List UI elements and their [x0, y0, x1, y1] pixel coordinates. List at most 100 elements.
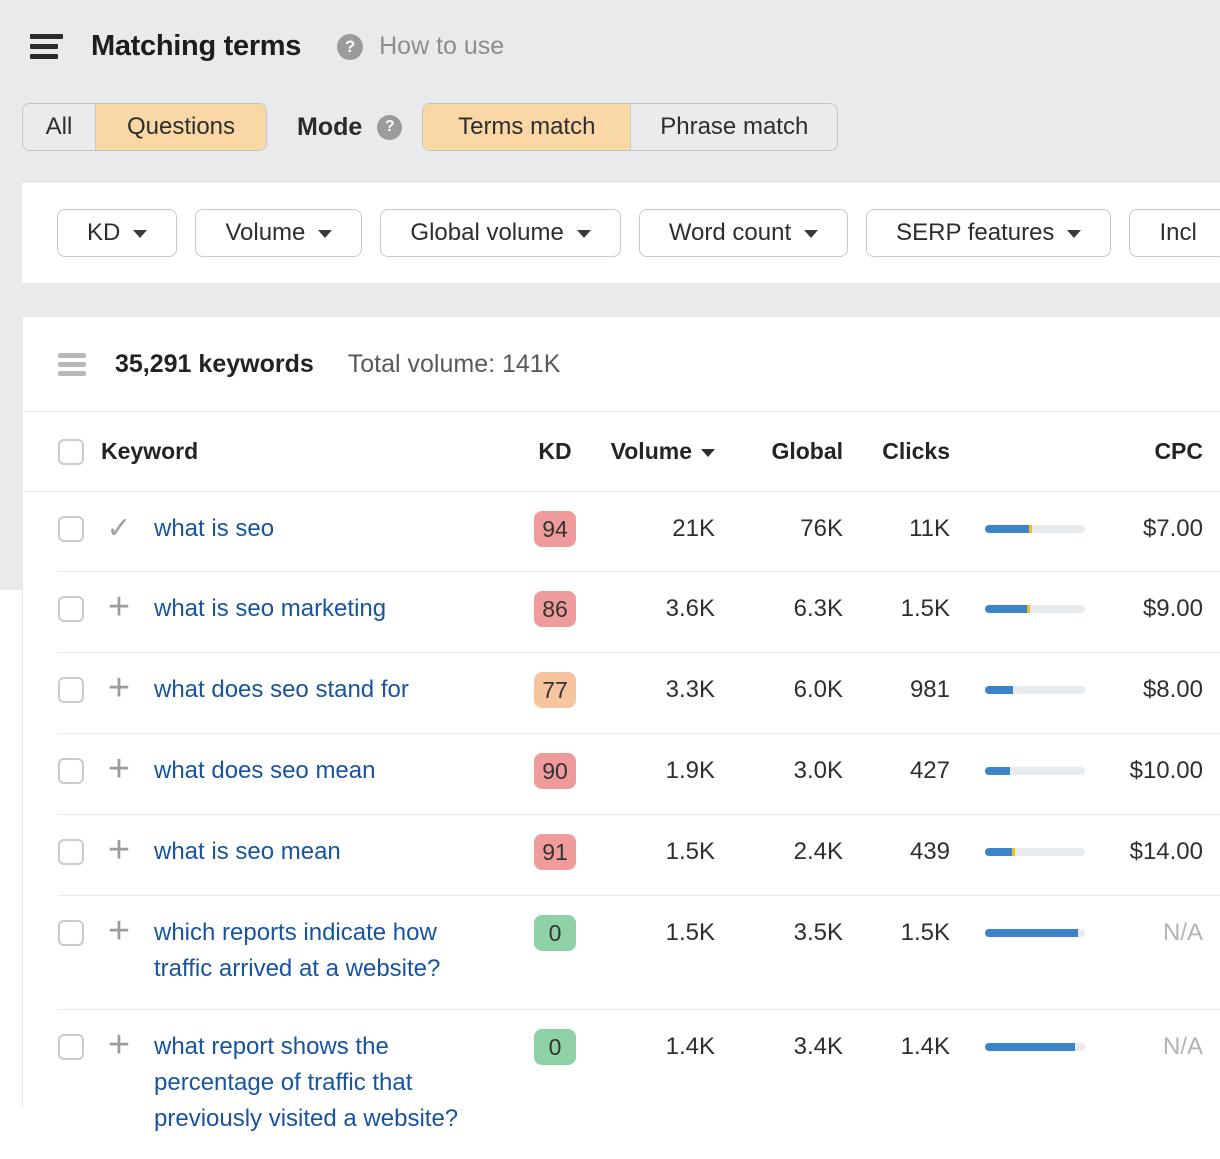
volume-value: 1.9K — [665, 757, 715, 784]
list-menu-icon[interactable] — [58, 352, 86, 376]
keyword-link[interactable]: what is seo marketing — [154, 595, 387, 622]
global-volume-value: 76K — [800, 515, 843, 542]
kd-badge: 0 — [534, 1029, 576, 1065]
clicks-value: 439 — [909, 838, 950, 865]
kd-cell: 91 — [534, 834, 576, 870]
clicks-bar-secondary-fill — [1012, 848, 1015, 856]
filter-serp-features[interactable]: SERP features — [866, 209, 1112, 257]
cpc-value: $7.00 — [1142, 515, 1203, 542]
volume-value: 1.5K — [665, 919, 715, 946]
global-volume-value: 6.0K — [793, 676, 843, 703]
keyword-link[interactable]: what does seo mean — [154, 757, 376, 784]
cpc-value: N/A — [1162, 919, 1203, 946]
global-volume-value: 3.4K — [793, 1033, 843, 1060]
keyword-link[interactable]: what does seo stand for — [154, 676, 409, 703]
column-header-volume[interactable]: Volume — [611, 438, 715, 465]
clicks-bar-cell — [985, 915, 1085, 937]
clicks-bar-fill — [985, 929, 1078, 937]
global-volume-value: 3.5K — [793, 919, 843, 946]
plus-icon[interactable]: + — [107, 829, 131, 871]
row-checkbox[interactable] — [58, 920, 84, 946]
global-volume-value: 6.3K — [793, 595, 843, 622]
column-header-kd[interactable]: KD — [538, 438, 572, 464]
clicks-bar-cell — [985, 672, 1085, 694]
filter-kd[interactable]: KD — [57, 209, 178, 257]
report-menu-icon[interactable] — [30, 34, 63, 59]
keyword-action-cell: + — [107, 829, 131, 876]
keyword-link[interactable]: what report shows the percentage of traf… — [154, 1033, 459, 1132]
plus-icon[interactable]: + — [107, 1024, 131, 1066]
keyword-cell: what is seo mean — [154, 834, 515, 873]
volume-value: 1.5K — [665, 838, 715, 865]
filter-volume[interactable]: Volume — [195, 209, 363, 257]
select-all-checkbox[interactable] — [58, 438, 84, 465]
filter-serp-features-label: SERP features — [896, 219, 1055, 246]
row-checkbox[interactable] — [58, 596, 84, 622]
clicks-bar-cell — [985, 753, 1085, 775]
row-checkbox[interactable] — [58, 516, 84, 542]
mode-help-icon[interactable]: ? — [377, 114, 403, 140]
table-row: + what does seo stand for 77 3.3K 6.0K 981 $8.… — [58, 652, 1220, 733]
page-header-background — [0, 0, 1220, 183]
keyword-cell: what does seo mean — [154, 753, 515, 792]
row-checkbox[interactable] — [58, 677, 84, 703]
clicks-bar — [985, 1043, 1085, 1051]
table-row: + what is seo mean 91 1.5K 2.4K 439 $14.00 — [58, 814, 1220, 895]
filter-global-volume[interactable]: Global volume — [380, 209, 621, 257]
keyword-action-cell: ✓ — [106, 511, 131, 552]
clicks-bar — [985, 848, 1085, 856]
tab-questions[interactable]: Questions — [95, 104, 266, 150]
filter-word-count[interactable]: Word count — [638, 209, 849, 257]
keyword-cell: what does seo stand for — [154, 672, 515, 711]
kd-badge: 91 — [534, 834, 576, 870]
global-volume-value: 3.0K — [793, 757, 843, 784]
kd-badge: 86 — [534, 591, 576, 627]
keyword-action-cell: + — [107, 667, 131, 714]
column-header-cpc[interactable]: CPC — [1154, 438, 1203, 464]
column-header-clicks[interactable]: Clicks — [882, 438, 950, 464]
kd-badge: 94 — [534, 511, 576, 547]
caret-down-icon — [804, 230, 819, 238]
sort-caret-icon — [701, 449, 715, 457]
column-header-global[interactable]: Global — [771, 438, 843, 464]
table-row: ✓ what is seo 94 21K 76K 11K $7.00 — [58, 492, 1220, 571]
check-icon: ✓ — [106, 512, 132, 545]
how-to-use-link[interactable]: How to use — [379, 32, 505, 60]
volume-value: 1.4K — [665, 1033, 715, 1060]
kd-cell: 90 — [534, 753, 576, 789]
keyword-cell: what is seo marketing — [154, 591, 515, 630]
clicks-value: 1.5K — [900, 595, 950, 622]
row-checkbox[interactable] — [58, 839, 84, 865]
clicks-bar-fill — [985, 686, 1013, 694]
kd-badge: 0 — [534, 915, 576, 951]
keyword-link[interactable]: which reports indicate how traffic arriv… — [154, 919, 441, 982]
row-checkbox[interactable] — [58, 1034, 84, 1060]
keyword-link[interactable]: what is seo mean — [154, 838, 341, 865]
row-checkbox[interactable] — [58, 758, 84, 784]
clicks-bar — [985, 605, 1085, 613]
plus-icon[interactable]: + — [107, 586, 131, 628]
help-icon[interactable]: ? — [337, 33, 364, 60]
plus-icon[interactable]: + — [107, 667, 131, 709]
table-row: + what does seo mean 90 1.9K 3.0K 427 $10.00 — [58, 733, 1220, 814]
clicks-value: 1.4K — [900, 1033, 950, 1060]
table-row: + what is seo marketing 86 3.6K 6.3K 1.5K $9.0… — [58, 571, 1220, 652]
volume-value: 3.6K — [665, 595, 715, 622]
keyword-link[interactable]: what is seo — [154, 515, 275, 542]
column-header-keyword[interactable]: Keyword — [101, 438, 199, 464]
tab-phrase-match[interactable]: Phrase match — [630, 104, 837, 150]
clicks-bar-fill — [985, 525, 1029, 533]
total-volume: Total volume: 141K — [347, 349, 561, 378]
keywords-table-panel: 35,291 keywords Total volume: 141K Keywo… — [22, 317, 1220, 1132]
filter-include-label: Incl — [1159, 219, 1197, 246]
plus-icon[interactable]: + — [107, 748, 131, 790]
filter-include[interactable]: Incl — [1129, 209, 1220, 257]
keyword-action-cell: + — [107, 1024, 131, 1071]
clicks-bar-fill — [985, 605, 1027, 613]
plus-icon[interactable]: + — [107, 910, 131, 952]
tab-all[interactable]: All — [45, 113, 73, 140]
table-rows: ✓ what is seo 94 21K 76K 11K $7.00 + what is seo… — [58, 492, 1220, 1159]
filter-volume-label: Volume — [225, 219, 306, 246]
kd-cell: 0 — [534, 1029, 576, 1065]
tab-terms-match[interactable]: Terms match — [423, 104, 631, 150]
